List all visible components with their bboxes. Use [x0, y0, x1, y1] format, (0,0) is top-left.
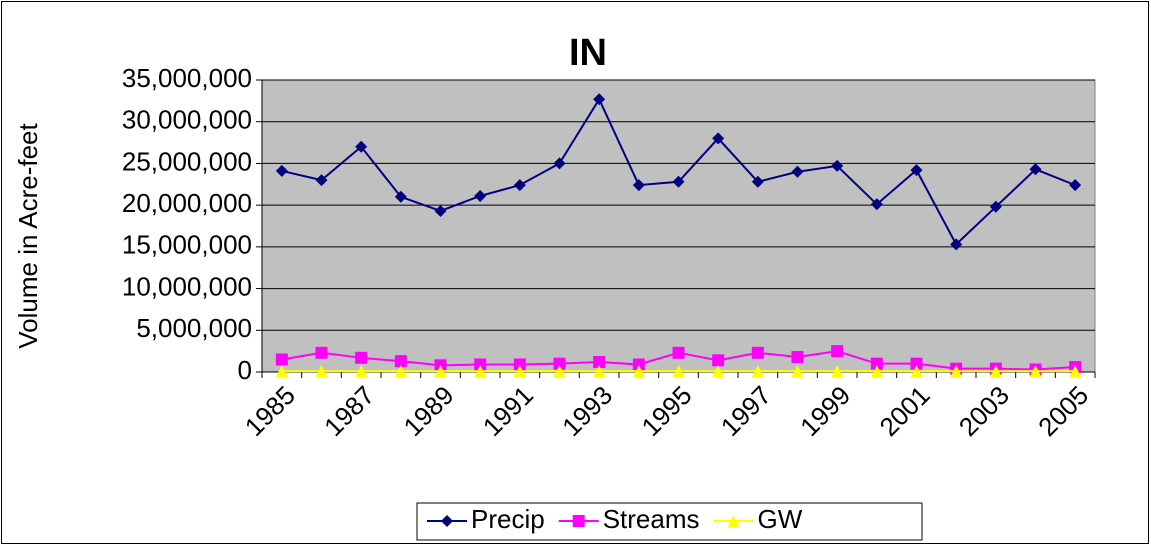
data-point	[1069, 365, 1082, 378]
legend-label: GW	[758, 504, 803, 534]
data-point	[950, 238, 963, 251]
data-point	[791, 165, 804, 178]
data-point	[751, 365, 764, 378]
y-tick-label: 5,000,000	[136, 313, 252, 343]
y-tick-label: 0	[238, 355, 252, 385]
data-point	[712, 365, 725, 378]
data-point	[275, 353, 288, 366]
data-point	[593, 355, 606, 368]
legend: Precip Streams GW	[416, 502, 923, 541]
data-point	[870, 365, 883, 378]
data-point	[989, 200, 1002, 213]
data-point	[275, 164, 288, 177]
data-point	[593, 93, 606, 106]
legend-marker	[727, 515, 740, 527]
data-point	[355, 140, 368, 153]
data-point	[355, 365, 368, 378]
data-point	[553, 365, 566, 378]
data-point	[513, 179, 526, 192]
data-point	[315, 346, 328, 359]
data-point	[553, 157, 566, 170]
data-point	[474, 358, 487, 371]
y-tick-label: 15,000,000	[122, 230, 252, 260]
data-point	[751, 346, 764, 359]
data-point	[434, 204, 447, 217]
data-point	[474, 365, 487, 378]
data-point	[910, 365, 923, 378]
data-point	[751, 175, 764, 188]
data-point	[791, 365, 804, 378]
data-point	[513, 358, 526, 371]
data-point	[870, 357, 883, 370]
data-point	[950, 365, 963, 378]
legend-box	[416, 502, 923, 541]
y-tick-label: 20,000,000	[122, 188, 252, 218]
data-point	[712, 354, 725, 367]
data-point	[831, 365, 844, 378]
legend-marker	[441, 515, 453, 527]
data-point	[275, 365, 288, 378]
y-tick-label: 10,000,000	[122, 271, 252, 301]
legend-marker	[572, 515, 585, 527]
data-point	[910, 164, 923, 177]
data-point	[672, 346, 685, 359]
data-point	[315, 174, 328, 187]
data-point	[593, 365, 606, 378]
data-point	[672, 175, 685, 188]
data-point	[632, 365, 645, 378]
data-point	[513, 365, 526, 378]
y-tick-label: 30,000,000	[122, 105, 252, 135]
data-point	[791, 350, 804, 363]
legend-label: Streams	[603, 504, 700, 534]
legend-label: Precip	[471, 504, 545, 534]
data-point	[910, 357, 923, 370]
data-point	[989, 365, 1002, 378]
chart-title: IN	[569, 32, 607, 74]
y-axis-label: Volume in Acre-feet	[13, 123, 43, 349]
data-point	[1029, 163, 1042, 176]
data-point	[831, 159, 844, 172]
data-point	[1029, 365, 1042, 378]
data-point	[315, 365, 328, 378]
y-tick-label: 25,000,000	[122, 146, 252, 176]
data-point	[632, 358, 645, 371]
data-point	[394, 190, 407, 203]
data-point	[632, 179, 645, 192]
y-tick-label: 35,000,000	[122, 63, 252, 93]
data-point	[672, 365, 685, 378]
data-point	[394, 365, 407, 378]
data-point	[553, 357, 566, 370]
data-point	[712, 132, 725, 145]
data-point	[831, 345, 844, 358]
data-point	[474, 189, 487, 202]
data-point	[355, 351, 368, 364]
data-point	[434, 365, 447, 378]
plot-area	[261, 79, 1096, 373]
data-point	[394, 355, 407, 368]
data-point	[1069, 179, 1082, 192]
data-point	[870, 198, 883, 211]
